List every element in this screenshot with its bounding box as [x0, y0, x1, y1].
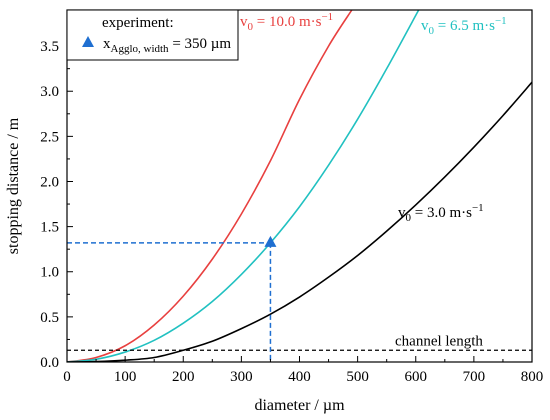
x-tick-label: 500 [346, 369, 369, 385]
x-tick-label: 200 [172, 369, 195, 385]
curve-label-v0-6-5: v0 = 6.5 m·s−1 [421, 15, 507, 37]
y-tick-label: 3.0 [40, 84, 59, 100]
x-tick-label: 600 [405, 369, 428, 385]
curve-labels: v0 = 10.0 m·s−1 v0 = 6.5 m·s−1 v0 = 3.0 m·… [240, 11, 507, 224]
plot-frame [66, 9, 533, 363]
x-tick-label: 100 [114, 369, 137, 385]
experiment-marker [264, 235, 277, 247]
legend-marker-icon [82, 36, 94, 47]
curve-v0-10 [67, 10, 353, 362]
x-tick-label: 400 [288, 369, 311, 385]
y-axis-title: stopping distance / m [5, 117, 22, 254]
y-tick-label: 0.0 [40, 355, 59, 371]
x-tick-label: 0 [63, 369, 71, 385]
x-tick-label: 800 [521, 369, 544, 385]
y-tick-label: 2.0 [40, 174, 59, 190]
x-tick-label: 700 [463, 369, 486, 385]
y-tick-label: 1.5 [40, 220, 59, 236]
channel-length-label: channel length [395, 333, 483, 349]
curve-v0-3 [67, 81, 532, 362]
y-tick-label: 2.5 [40, 129, 59, 145]
curve-label-v0-3: v0 = 3.0 m·s−1 [398, 202, 484, 224]
y-axis-ticks: 0.0 0.5 1.0 1.5 2.0 2.5 3.0 3.5 [40, 23, 73, 371]
y-tick-label: 1.0 [40, 265, 59, 281]
legend: experiment: xAgglo, width = 350 µm [66, 9, 239, 61]
legend-title: experiment: [102, 15, 174, 31]
experiment-layer [67, 235, 277, 362]
x-axis-ticks: 0 100 200 300 400 500 600 700 800 [63, 356, 543, 385]
x-axis-title: diameter / µm [254, 397, 345, 414]
legend-entry: xAgglo, width = 350 µm [103, 36, 231, 55]
y-tick-label: 3.5 [40, 39, 59, 55]
x-tick-label: 300 [230, 369, 253, 385]
curve-layer [67, 10, 532, 362]
legend-box [66, 9, 239, 61]
curve-v0-6-5 [67, 10, 420, 362]
y-tick-label: 0.5 [40, 310, 59, 326]
channel-length-layer: channel length [67, 333, 532, 351]
curve-label-v0-10: v0 = 10.0 m·s−1 [240, 11, 333, 33]
